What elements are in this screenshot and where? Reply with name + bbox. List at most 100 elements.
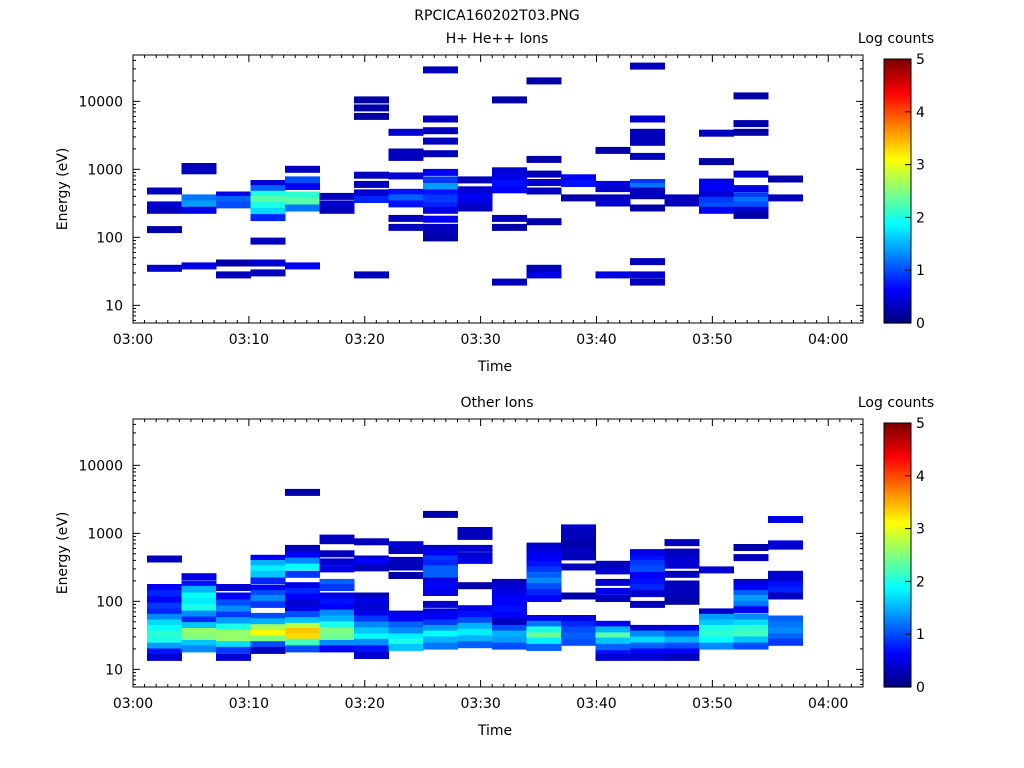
heatmap-cell	[526, 542, 562, 550]
colorbar-segment	[884, 74, 911, 78]
colorbar-segment	[884, 151, 911, 155]
colorbar-segment	[884, 502, 911, 505]
heatmap-cell	[319, 640, 355, 647]
heatmap-cell	[768, 570, 803, 578]
colorbar-segment	[884, 182, 911, 185]
colorbar-segment	[884, 221, 911, 225]
heatmap-cell	[423, 600, 458, 608]
colorbar-segment	[884, 103, 911, 106]
heatmap-cell	[664, 570, 700, 578]
heatmap-cell	[388, 610, 424, 618]
colorbar-segment	[884, 623, 911, 626]
heatmap-cell	[250, 577, 286, 585]
heatmap-cell	[457, 617, 493, 625]
heatmap-cell	[664, 636, 700, 644]
colorbar-segment	[884, 517, 911, 521]
colorbar: 0 1 2 3 4 5	[883, 416, 925, 696]
heatmap-cell	[423, 223, 458, 231]
x-axis-label: Time	[477, 723, 512, 739]
colorbar-segment	[884, 478, 911, 481]
heatmap-cell	[285, 605, 320, 613]
colorbar-segment	[884, 138, 911, 141]
heatmap-cell	[354, 615, 389, 623]
colorbar-segment	[884, 248, 911, 251]
heatmap-cell	[285, 544, 320, 552]
heatmap-cell	[354, 638, 389, 646]
colorbar-segment	[884, 186, 911, 190]
colorbar-segment	[884, 65, 911, 69]
heatmap-cell	[664, 597, 700, 605]
y-tick-label: 10000	[78, 458, 123, 474]
heatmap-cell	[319, 633, 355, 641]
heatmap-cell	[526, 583, 562, 590]
heatmap-cell	[354, 597, 389, 605]
heatmap-cell	[388, 172, 424, 180]
heatmap-cell	[423, 215, 458, 223]
heatmap-cell	[216, 271, 251, 279]
heatmap-cell	[492, 173, 527, 181]
heatmap-cell	[768, 621, 803, 629]
colorbar-segment	[884, 316, 911, 320]
heatmap-cell	[630, 590, 665, 598]
colorbar-segment	[884, 140, 911, 144]
heatmap-cell	[285, 191, 320, 199]
colorbar-segment	[884, 522, 911, 525]
heatmap-cells	[147, 62, 803, 286]
colorbar-segment	[884, 643, 911, 646]
colorbar-segment	[884, 312, 911, 315]
colorbar-segment	[884, 425, 911, 428]
colorbar-segment	[884, 237, 911, 240]
heatmap-cell	[423, 636, 458, 644]
colorbar-tick-label: 2	[916, 210, 925, 226]
heatmap-cell	[354, 592, 389, 600]
colorbar-segment	[884, 662, 911, 666]
colorbar-segment	[884, 568, 911, 571]
heatmap-cell	[147, 608, 182, 616]
heatmap-cell	[733, 590, 769, 598]
colorbar-segment	[884, 583, 911, 587]
colorbar-segment	[884, 526, 911, 530]
colorbar-segment	[884, 561, 911, 565]
heatmap-cell	[250, 185, 286, 193]
colorbar-segment	[884, 625, 911, 629]
heatmap-cell	[147, 648, 182, 656]
heatmap-cell	[492, 595, 527, 603]
colorbar-segment	[884, 199, 911, 203]
colorbar-segment	[884, 127, 911, 130]
heatmap-cell	[699, 190, 734, 198]
heatmap-cell	[526, 637, 562, 645]
heatmap-cell	[457, 611, 493, 618]
colorbar-segment	[884, 70, 911, 73]
heatmap-cell	[181, 597, 217, 605]
heatmap-cell	[388, 200, 424, 208]
colorbar-segment	[884, 230, 911, 234]
heatmap-cell	[561, 540, 596, 548]
heatmap-cell	[733, 92, 769, 100]
colorbar-segment	[884, 632, 911, 635]
heatmap-cell	[457, 176, 493, 184]
x-axis-label: Time	[477, 359, 512, 375]
colorbar-segment	[884, 434, 911, 437]
heatmap-cell	[595, 146, 631, 154]
colorbar-segment	[884, 471, 911, 475]
colorbar-segment	[884, 579, 911, 582]
colorbar-segment	[884, 188, 911, 192]
heatmap-cell	[216, 611, 251, 619]
heatmap-cell	[147, 630, 182, 638]
colorbar-segment	[884, 224, 911, 227]
colorbar-segment	[884, 508, 911, 512]
heatmap-cell	[388, 627, 424, 635]
colorbar-segment	[884, 640, 911, 644]
heatmap-cell	[285, 204, 320, 212]
colorbar-segment	[884, 155, 911, 159]
heatmap-cell	[423, 577, 458, 585]
heatmap-cell	[354, 621, 389, 629]
heatmap-cell	[319, 627, 355, 635]
heatmap-cell	[250, 646, 286, 654]
heatmap-cell	[388, 223, 424, 231]
colorbar-segment	[884, 294, 911, 298]
heatmap-cell	[733, 630, 769, 638]
colorbar-segment	[884, 550, 911, 554]
colorbar-segment	[884, 557, 911, 560]
heatmap-cell	[423, 624, 458, 632]
